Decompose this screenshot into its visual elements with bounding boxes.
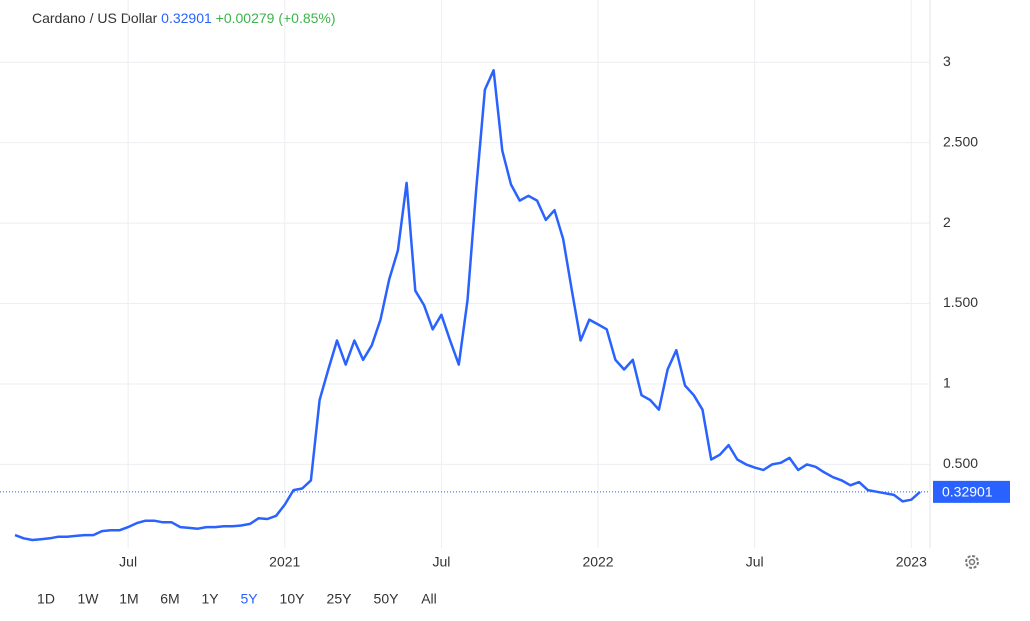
price-change: +0.00279 (+0.85%) [216, 10, 336, 26]
price-line [14, 69, 921, 542]
range-button[interactable]: 10Y [280, 591, 306, 607]
chart-header: Cardano / US Dollar 0.32901 +0.00279 (+0… [32, 10, 336, 26]
range-button[interactable]: 25Y [327, 591, 353, 607]
x-tick-label: 2022 [582, 554, 613, 570]
x-tick-label: Jul [432, 554, 450, 570]
x-tick-label: 2021 [269, 554, 300, 570]
y-tick-label: 2 [943, 214, 951, 230]
y-tick-label: 1.500 [943, 294, 978, 310]
range-button[interactable]: 50Y [374, 591, 400, 607]
y-tick-label: 1 [943, 375, 951, 391]
range-button[interactable]: 1W [78, 591, 100, 607]
y-tick-label: 2.500 [943, 133, 978, 149]
x-tick-label: 2023 [896, 554, 927, 570]
y-tick-label: 3 [943, 53, 951, 69]
range-button[interactable]: 1D [37, 591, 55, 607]
range-button[interactable]: 5Y [240, 591, 258, 607]
last-price: 0.32901 [161, 10, 212, 26]
last-price-box [933, 480, 1010, 503]
settings-icon[interactable] [965, 555, 979, 569]
y-tick-label: 0.500 [943, 455, 978, 471]
range-button[interactable]: All [421, 591, 437, 607]
x-tick-label: Jul [119, 554, 137, 570]
chart-title: Cardano / US Dollar [32, 10, 158, 26]
range-button[interactable]: 6M [160, 591, 179, 607]
last-price-label: 0.32901 [942, 484, 993, 500]
x-tick-label: Jul [746, 554, 764, 570]
range-button[interactable]: 1M [119, 591, 138, 607]
range-button[interactable]: 1Y [201, 591, 219, 607]
